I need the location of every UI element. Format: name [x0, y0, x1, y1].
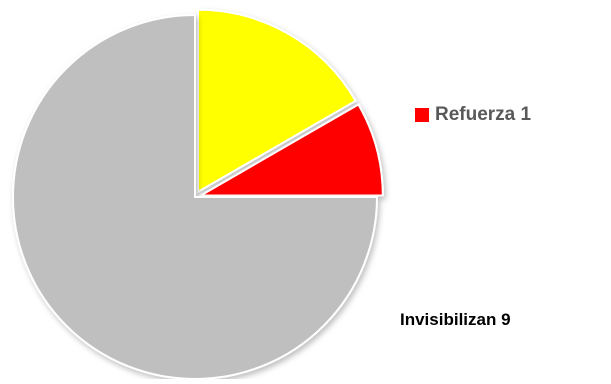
legend-label-refuerza: Refuerza 1	[435, 104, 532, 125]
pie-slice-invisibilizan	[12, 13, 379, 380]
pie-slice-yellow	[197, 8, 357, 194]
data-label-invisibilizan: Invisibilizan 9	[400, 310, 511, 329]
legend-swatch-refuerza	[415, 108, 429, 122]
pie-slice-refuerza	[197, 103, 384, 197]
pie-slices	[12, 8, 384, 380]
chart-legend: Refuerza 1	[415, 104, 531, 126]
